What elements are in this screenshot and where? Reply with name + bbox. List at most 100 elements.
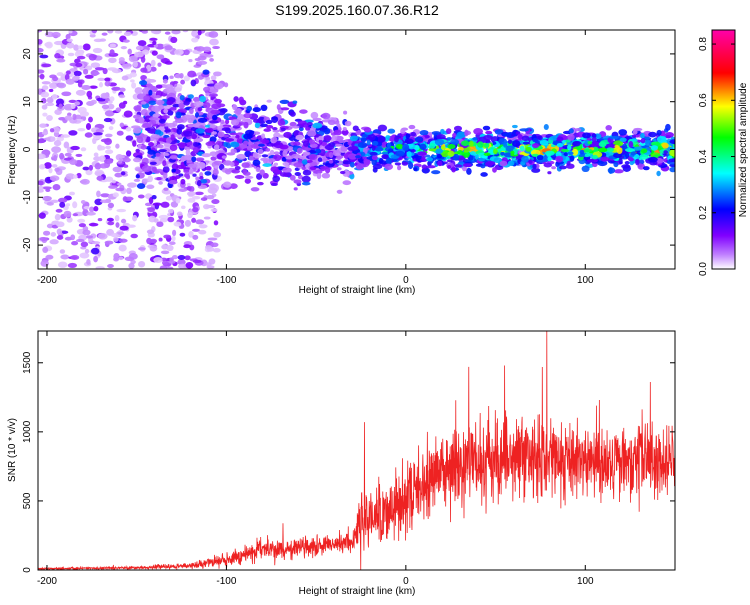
heatmap-cell [643,136,651,140]
heatmap-cell [85,123,92,130]
heatmap-cell [363,159,371,166]
heatmap-cell [141,30,149,34]
heatmap-cell [621,164,631,169]
heatmap-cell [456,131,466,139]
heatmap-cell [144,115,153,123]
heatmap-cell [172,173,177,177]
heatmap-cell [384,163,394,170]
heatmap-cell [302,169,312,176]
heatmap-cell [212,248,221,253]
heatmap-cell [452,153,460,161]
heatmap-cell [280,127,286,132]
heatmap-cell [628,141,634,148]
heatmap-cell [252,159,261,167]
heatmap-cell [194,191,204,196]
heatmap-cell [566,163,575,169]
heatmap-cell [461,140,470,146]
heatmap-cell [214,165,219,169]
heatmap-cell [208,258,216,265]
heatmap-cell [372,167,378,173]
heatmap-cell [66,216,73,223]
heatmap-cell [73,44,79,51]
heatmap-cell [103,158,114,164]
heatmap-cell [188,231,194,238]
colorbar-tick-label: 0.0 [698,262,709,276]
heatmap-cell [159,122,166,127]
heatmap-cell [440,146,446,150]
heatmap-cell [177,259,186,266]
heatmap-cell [631,134,637,139]
heatmap-cell [53,154,58,162]
heatmap-cell [67,52,75,57]
heatmap-cell [352,125,359,132]
heatmap-cell [184,255,191,261]
heatmap-cell [176,127,183,135]
heatmap-cell [93,71,100,75]
heatmap-cell [283,172,292,178]
heatmap-cell [160,250,170,255]
heatmap-cell [163,187,169,191]
heatmap-cell [216,103,226,108]
heatmap-cell [209,124,217,129]
heatmap-cell [235,107,242,115]
heatmap-cell [48,88,54,93]
heatmap-cell [395,150,405,157]
y-tick-label: 500 [22,492,33,509]
heatmap-cell [640,132,645,139]
heatmap-cell [281,156,287,162]
heatmap-cell [125,150,132,157]
heatmap-cell [195,219,205,225]
heatmap-cell [209,151,218,157]
heatmap-cell [104,133,113,138]
heatmap-cell [65,78,75,85]
heatmap-cell [122,39,130,43]
heatmap-cell [425,157,434,162]
heatmap-cell [469,151,477,156]
x-tick-label: 100 [577,275,594,286]
heatmap-cell [447,143,456,149]
heatmap-cell [246,105,253,112]
heatmap-cell [309,166,317,171]
heatmap-cell [492,167,497,173]
heatmap-cell [119,87,126,92]
heatmap-cell [640,148,648,154]
heatmap-cell [114,214,120,222]
heatmap-cell [332,150,341,157]
heatmap-cell [549,135,559,141]
heatmap-cell [270,182,278,187]
heatmap-cell [149,119,157,125]
heatmap-cell [446,137,453,141]
heatmap-cell [65,173,76,180]
heatmap-cell [163,108,169,114]
heatmap-cell [515,131,521,135]
heatmap-cell [72,201,78,209]
x-tick-label: -200 [37,576,57,587]
heatmap-cell [84,74,94,79]
heatmap-cell [232,104,238,111]
heatmap-cell [84,248,90,254]
heatmap-cell [312,122,323,129]
heatmap-cell [126,187,132,195]
heatmap-cell [138,116,145,124]
heatmap-cell [164,45,173,51]
heatmap-cell [60,76,66,81]
heatmap-cell [531,143,540,149]
heatmap-cell [54,53,61,59]
heatmap-cell [81,85,91,90]
heatmap-cell [80,178,90,185]
heatmap-cell [114,30,123,34]
heatmap-cell [521,155,529,163]
heatmap-cell [180,79,185,85]
heatmap-cell [115,143,120,149]
heatmap-cell [507,139,513,144]
y-tick-label: 1500 [22,351,33,374]
heatmap-cell [82,43,91,51]
colorbar-axis: 0.0 0.2 0.4 0.6 0.8 [698,37,735,276]
heatmap-cell [176,164,187,170]
heatmap-cell [131,82,137,89]
heatmap-cell [625,151,630,159]
heatmap-cell [282,150,288,157]
heatmap-cell [155,95,161,99]
